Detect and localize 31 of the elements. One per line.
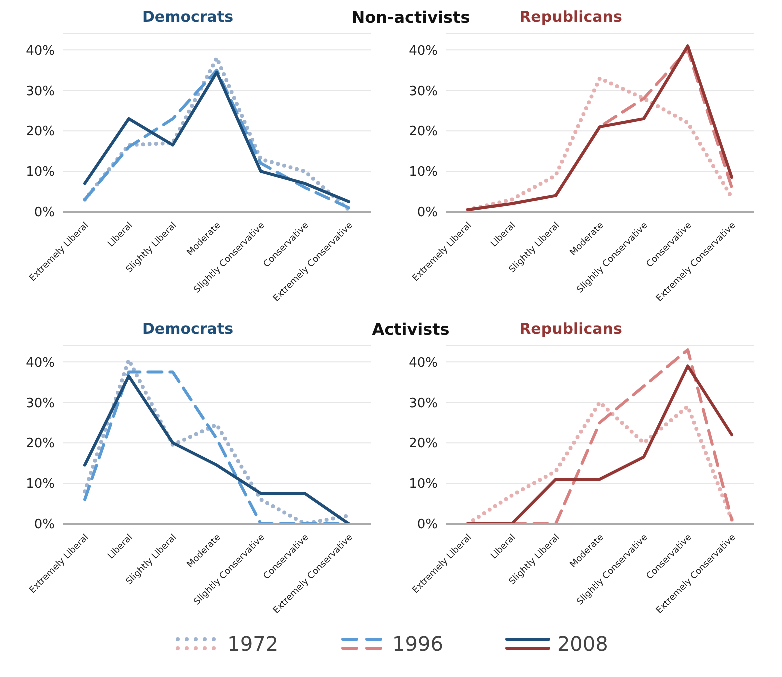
y-tick-label: 30% <box>409 396 438 412</box>
line-series <box>466 76 734 212</box>
y-tick-label: 40% <box>409 44 438 59</box>
y-tick-label: 10% <box>409 165 438 180</box>
chart-title: Republicans <box>520 320 622 338</box>
y-tick-label: 0% <box>417 518 438 533</box>
chart-title: Republicans <box>520 8 622 26</box>
y-tick-label: 10% <box>409 477 438 492</box>
y-tick-label: 0% <box>34 518 55 533</box>
y-tick-label: 30% <box>26 396 55 412</box>
y-tick-label: 40% <box>26 356 55 371</box>
legend-label: 2008 <box>557 632 608 656</box>
y-tick-label: 40% <box>409 356 438 371</box>
chart-title: Democrats <box>141 320 235 340</box>
y-tick-label: 0% <box>34 206 55 221</box>
legend-label: 1972 <box>228 632 279 656</box>
y-tick-label: 10% <box>26 477 55 492</box>
y-tick-label: 30% <box>26 84 55 100</box>
text: Non-activists <box>350 8 470 27</box>
y-tick-label: 0% <box>417 206 438 221</box>
y-tick-label: 20% <box>26 124 55 140</box>
chart-title: Democrats <box>141 8 235 28</box>
text: Activists <box>371 320 450 339</box>
y-tick-label: 20% <box>26 436 55 452</box>
y-tick-label: 40% <box>26 44 55 59</box>
y-tick-label: 10% <box>26 165 55 180</box>
y-tick-label: 20% <box>409 436 438 452</box>
y-tick-label: 20% <box>409 124 438 140</box>
line-series <box>466 400 734 524</box>
legend-label: 1996 <box>392 632 444 656</box>
y-tick-label: 30% <box>409 84 438 100</box>
